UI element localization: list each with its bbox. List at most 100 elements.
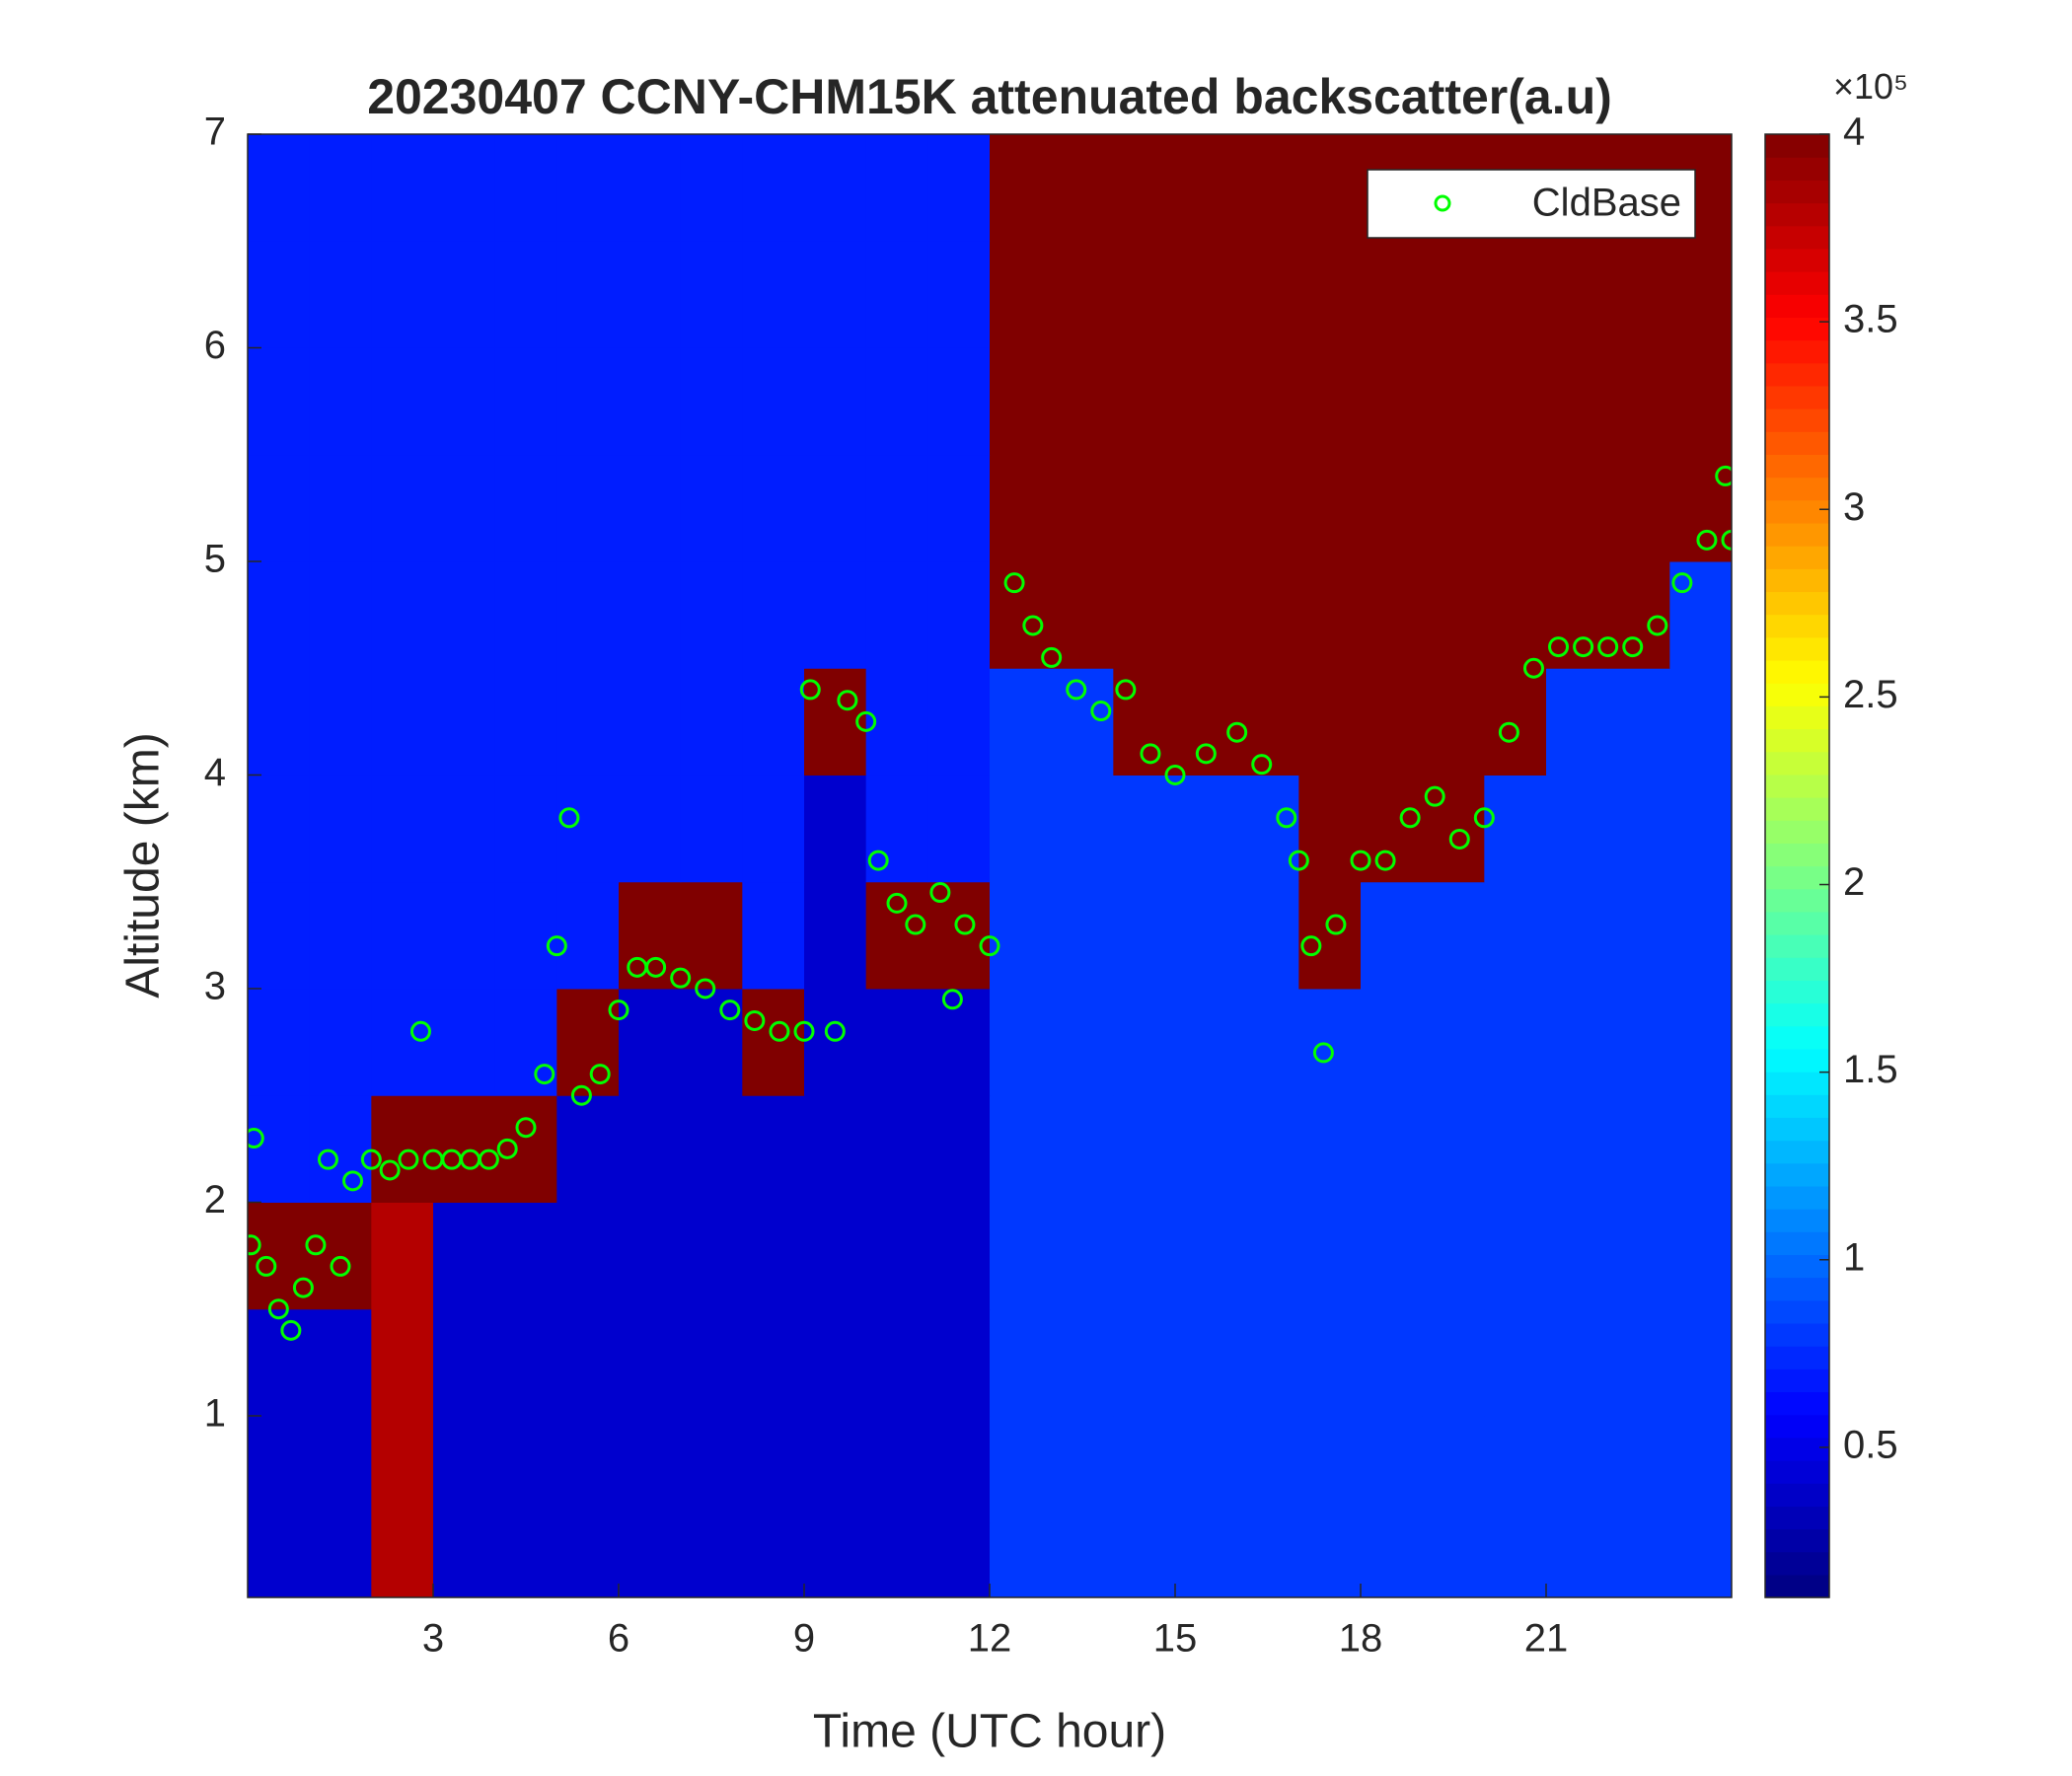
heatmap-cell bbox=[804, 1522, 867, 1597]
cloud-base-point bbox=[1164, 764, 1186, 785]
heatmap-cell bbox=[1669, 241, 1732, 348]
heatmap-cell bbox=[742, 988, 805, 1096]
heatmap-cell bbox=[1607, 1202, 1670, 1310]
heatmap-cell bbox=[1113, 347, 1176, 456]
legend: CldBase bbox=[1367, 169, 1696, 239]
heatmap-cell bbox=[433, 775, 496, 883]
heatmap-cell bbox=[1113, 775, 1176, 883]
heatmap-cell bbox=[371, 241, 434, 348]
colorbar-segment bbox=[1765, 546, 1829, 569]
cloud-base-point bbox=[799, 679, 821, 701]
colorbar-tick-label: 0.5 bbox=[1843, 1423, 1898, 1466]
heatmap-cell bbox=[1361, 1308, 1424, 1417]
heatmap-cell bbox=[371, 1522, 434, 1597]
heatmap-cell bbox=[1236, 988, 1299, 1096]
colorbar-segment bbox=[1765, 1346, 1829, 1369]
heatmap-cell bbox=[309, 347, 372, 456]
heatmap-cell bbox=[619, 134, 682, 242]
heatmap-cell bbox=[990, 881, 1053, 990]
cloud-base-point bbox=[793, 1020, 815, 1042]
legend-marker bbox=[1434, 194, 1451, 212]
heatmap-cell bbox=[990, 454, 1053, 562]
heatmap-cell bbox=[804, 1202, 867, 1310]
heatmap-cell bbox=[1484, 775, 1547, 883]
heatmap-cell bbox=[1607, 1522, 1670, 1597]
heatmap-cell bbox=[556, 1522, 620, 1597]
heatmap-cell bbox=[1484, 881, 1547, 990]
heatmap-cell bbox=[1607, 668, 1670, 776]
y-tick-label: 6 bbox=[204, 324, 226, 367]
heatmap-cell bbox=[248, 775, 311, 883]
cloud-base-point bbox=[558, 807, 580, 829]
cloud-base-point bbox=[1226, 721, 1248, 743]
heatmap-cell bbox=[1298, 1095, 1362, 1203]
cloud-base-point bbox=[317, 1148, 338, 1170]
heatmap-cell bbox=[680, 347, 743, 456]
heatmap-cell bbox=[309, 241, 372, 348]
heatmap-cell bbox=[556, 560, 620, 669]
heatmap-cell bbox=[556, 347, 620, 456]
cloud-base-point bbox=[1140, 743, 1161, 765]
cloud-base-point bbox=[1300, 935, 1322, 957]
heatmap-cell bbox=[680, 988, 743, 1096]
heatmap-cell bbox=[371, 1095, 434, 1203]
heatmap-cell bbox=[248, 134, 311, 242]
chart-title: 20230407 CCNY-CHM15K attenuated backscat… bbox=[367, 69, 1612, 124]
heatmap-cell bbox=[619, 1308, 682, 1417]
heatmap-cell bbox=[619, 454, 682, 562]
cloud-base-point bbox=[1522, 657, 1544, 679]
heatmap-cell bbox=[1051, 668, 1114, 776]
cloud-base-point bbox=[1041, 646, 1063, 668]
cloud-base-point bbox=[1022, 615, 1044, 636]
cloud-base-point bbox=[570, 1084, 592, 1106]
heatmap-cell bbox=[1422, 668, 1485, 776]
heatmap-cell bbox=[742, 454, 805, 562]
cloud-base-point bbox=[1003, 572, 1025, 594]
heatmap-cell bbox=[1051, 775, 1114, 883]
y-tick-label: 1 bbox=[204, 1392, 226, 1436]
heatmap-cell bbox=[1669, 668, 1732, 776]
cloud-base-point bbox=[1399, 807, 1421, 829]
heatmap-cell bbox=[1051, 560, 1114, 669]
heatmap-cell bbox=[927, 775, 991, 883]
heatmap-cell bbox=[1175, 1308, 1238, 1417]
colorbar-segment bbox=[1765, 317, 1829, 341]
cloud-base-point bbox=[979, 935, 1000, 957]
heatmap-cell bbox=[309, 1202, 372, 1310]
heatmap-cell bbox=[990, 1308, 1053, 1417]
heatmap-cell bbox=[1546, 668, 1609, 776]
axes: 3 6 9 12 15 18 2112345670.511.522.533.54CldBas… bbox=[204, 111, 1898, 1661]
heatmap-cell bbox=[1607, 881, 1670, 990]
heatmap-cell bbox=[927, 1308, 991, 1417]
heatmap-cell bbox=[248, 560, 311, 669]
heatmap-cell bbox=[865, 560, 928, 669]
heatmap-cell bbox=[494, 988, 557, 1096]
heatmap-cell bbox=[1484, 347, 1547, 456]
heatmap-cell bbox=[619, 241, 682, 348]
heatmap-cell bbox=[804, 241, 867, 348]
cloud-base-point bbox=[1548, 636, 1570, 658]
heatmap-cell bbox=[494, 454, 557, 562]
colorbar-segment bbox=[1765, 774, 1829, 798]
heatmap-cell bbox=[1113, 1308, 1176, 1417]
colorbar-segment bbox=[1765, 1414, 1829, 1439]
heatmap-cell bbox=[680, 668, 743, 776]
heatmap-cell bbox=[1051, 134, 1114, 242]
heatmap-cell bbox=[619, 1522, 682, 1597]
heatmap-cell bbox=[1669, 881, 1732, 990]
cloud-base-point bbox=[1696, 529, 1718, 551]
heatmap-cell bbox=[1422, 1202, 1485, 1310]
heatmap-cell bbox=[1175, 1202, 1238, 1310]
cloud-base-point bbox=[515, 1117, 537, 1139]
heatmap-cell bbox=[927, 668, 991, 776]
heatmap-cell bbox=[1669, 1308, 1732, 1417]
cloud-base-point bbox=[941, 989, 963, 1010]
heatmap-cell bbox=[1669, 454, 1732, 562]
heatmap-cell bbox=[1422, 1308, 1485, 1417]
heatmap-cell bbox=[1484, 454, 1547, 562]
cloud-base-point bbox=[1066, 679, 1087, 701]
heatmap-cell bbox=[433, 1415, 496, 1523]
cloud-base-point bbox=[769, 1020, 790, 1042]
colorbar-segment bbox=[1765, 522, 1829, 547]
